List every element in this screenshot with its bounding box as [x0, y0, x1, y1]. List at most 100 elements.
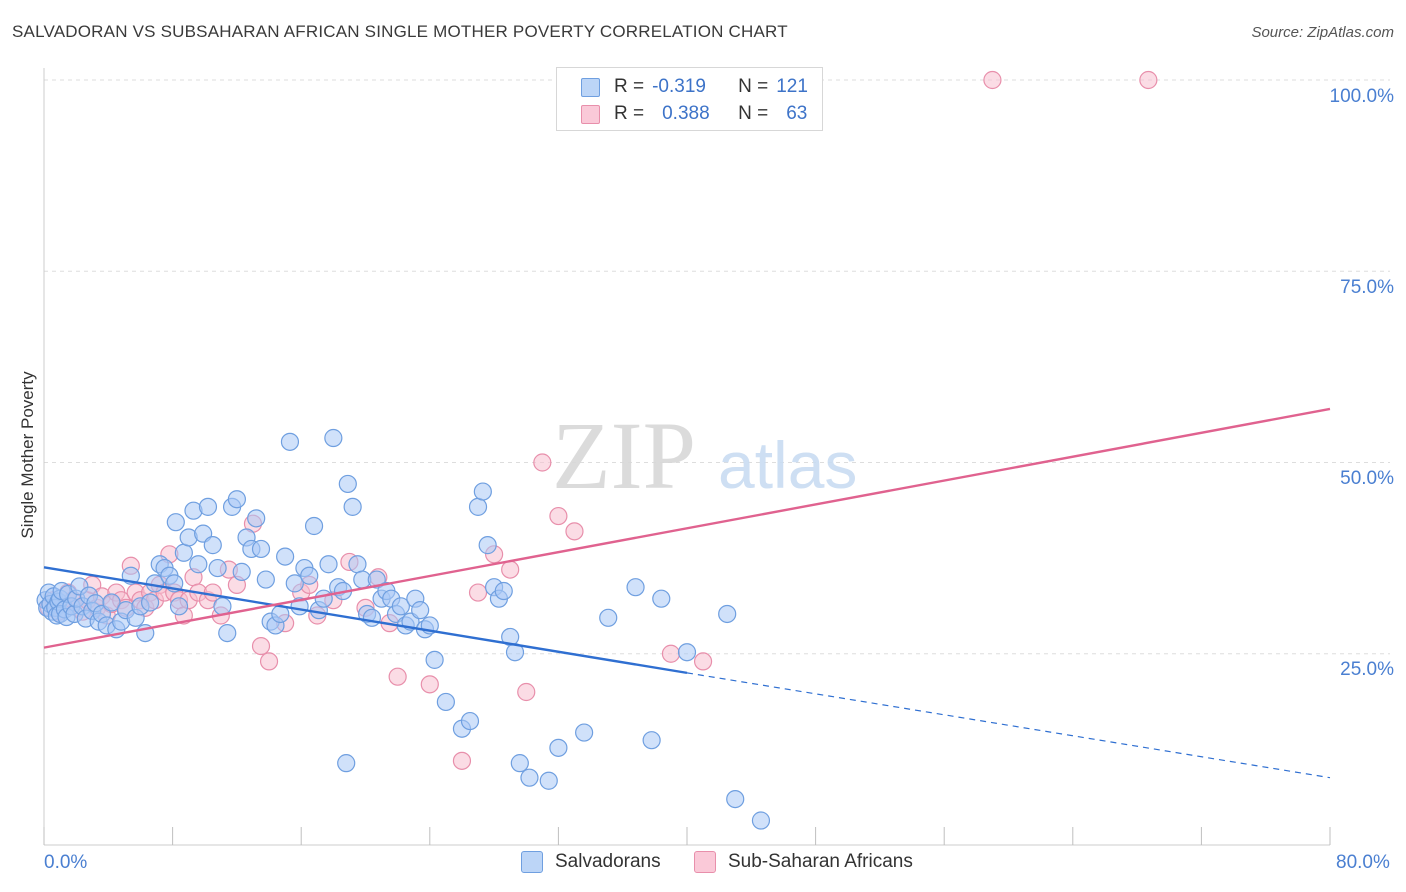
salvadoran-point: [539, 771, 558, 790]
salvadoran-point: [391, 597, 410, 616]
salvadoran-point: [319, 555, 338, 574]
salvadoran-point: [549, 738, 568, 757]
subsaharan-point: [1139, 70, 1158, 90]
salvadoran-point: [251, 539, 271, 559]
salvadoran-point: [324, 428, 343, 448]
legend-n-value: 121: [776, 76, 808, 97]
salvadoran-point: [473, 482, 492, 501]
salvadoran-point: [189, 555, 208, 574]
bottom-legend-swatch-blue: [521, 851, 543, 873]
stats-legend: R = -0.319 N = 121 R = 0.388 N = 63: [556, 67, 823, 131]
salvadoran-point: [276, 547, 295, 566]
x-tick-80: 80.0%: [1336, 852, 1390, 873]
salvadoran-point: [494, 581, 513, 601]
legend-r-value: -0.319: [652, 76, 706, 97]
subsaharan-point: [452, 751, 472, 770]
salvadoran-point: [102, 593, 121, 612]
salvadoran-point: [425, 650, 444, 669]
legend-r-label: R =: [614, 103, 645, 124]
y-tick-25: 25.0%: [1340, 659, 1394, 680]
salvadoran-point: [726, 789, 745, 809]
salvadoran-point: [232, 562, 251, 581]
subsaharan-point: [259, 652, 279, 671]
subsaharan-point: [388, 667, 407, 686]
salvadoran-point: [227, 490, 246, 509]
subsaharan-point: [501, 560, 520, 579]
salvadoran-point: [247, 509, 266, 528]
salvadoran-point: [314, 589, 333, 608]
salvadoran-point: [166, 513, 185, 532]
salvadoran-point: [520, 768, 539, 787]
salvadoran-point: [718, 604, 737, 624]
salvadoran-point: [304, 516, 324, 536]
salvadoran-point: [208, 558, 227, 578]
y-axis-label: Single Mother Poverty: [18, 371, 37, 539]
salvadoran-point: [218, 623, 237, 643]
salvadoran-point: [343, 497, 362, 516]
watermark-atlas: atlas: [718, 428, 857, 502]
legend-row-subsaharan: R = 0.388 N = 63: [581, 102, 807, 126]
subsaharan-point: [693, 652, 713, 671]
legend-n-label: N =: [738, 76, 769, 97]
salvadoran-trend-dashed: [686, 672, 1331, 779]
salvadoran-point: [510, 754, 529, 773]
salvadoran-point: [575, 723, 594, 742]
bottom-legend-subsaharan: Sub-Saharan Africans: [694, 851, 913, 873]
y-tick-50: 50.0%: [1340, 468, 1394, 489]
legend-r-label: R =: [614, 76, 645, 97]
subsaharan-point: [533, 453, 552, 472]
trend-lines: [43, 407, 1331, 779]
salvadoran-point: [599, 608, 618, 627]
salvadoran-point: [460, 711, 480, 731]
bottom-legend-label: Sub-Saharan Africans: [728, 851, 913, 872]
salvadoran-point: [436, 692, 455, 712]
subsaharan-point: [251, 636, 271, 656]
salvadoran-point: [677, 643, 697, 662]
series-salvadoran-points: [36, 428, 771, 830]
legend-r-value: 0.388: [662, 103, 710, 124]
legend-swatch-blue: [581, 77, 600, 97]
salvadoran-trend-solid: [43, 566, 688, 675]
legend-swatch-pink: [581, 104, 600, 124]
salvadoran-point: [300, 566, 319, 585]
subsaharan-point: [420, 675, 439, 694]
salvadoran-point: [362, 608, 382, 627]
legend-n-value: 63: [786, 103, 808, 124]
subsaharan-point: [983, 70, 1002, 90]
salvadoran-point: [174, 543, 193, 562]
salvadoran-point: [203, 536, 222, 555]
subsaharan-point: [468, 583, 488, 602]
legend-row-salvadorans: R = -0.319 N = 121: [581, 75, 808, 99]
bottom-legend-label: Salvadorans: [555, 851, 661, 872]
salvadoran-point: [140, 593, 160, 612]
chart-title: SALVADORAN VS SUBSAHARAN AFRICAN SINGLE …: [12, 22, 788, 41]
salvadoran-point: [642, 731, 661, 750]
bottom-legend-salvadorans: Salvadorans: [521, 851, 661, 873]
salvadoran-point: [348, 555, 367, 574]
salvadoran-point: [338, 474, 357, 494]
subsaharan-point: [549, 506, 568, 526]
salvadoran-point: [751, 811, 771, 830]
y-tick-100: 100.0%: [1329, 86, 1394, 107]
salvadoran-point: [468, 497, 488, 516]
y-tick-75: 75.0%: [1340, 277, 1394, 298]
salvadoran-point: [169, 597, 189, 616]
salvadoran-point: [478, 536, 497, 555]
source-label: Source: ZipAtlas.com: [1251, 24, 1394, 41]
salvadoran-point: [280, 432, 300, 451]
subsaharan-point: [565, 522, 584, 541]
salvadoran-point: [626, 578, 645, 597]
salvadoran-point: [337, 754, 356, 773]
subsaharan-trend: [43, 407, 1331, 649]
salvadoran-point: [285, 574, 304, 593]
axes: [43, 68, 1331, 846]
x-tick-0: 0.0%: [44, 852, 88, 873]
subsaharan-point: [517, 682, 536, 702]
salvadoran-point: [652, 589, 671, 608]
watermark-zip: ZIP: [552, 402, 696, 509]
salvadoran-point: [256, 570, 275, 589]
salvadoran-point: [198, 497, 218, 516]
bottom-legend-swatch-pink: [694, 851, 716, 873]
legend-n-label: N =: [738, 103, 769, 124]
